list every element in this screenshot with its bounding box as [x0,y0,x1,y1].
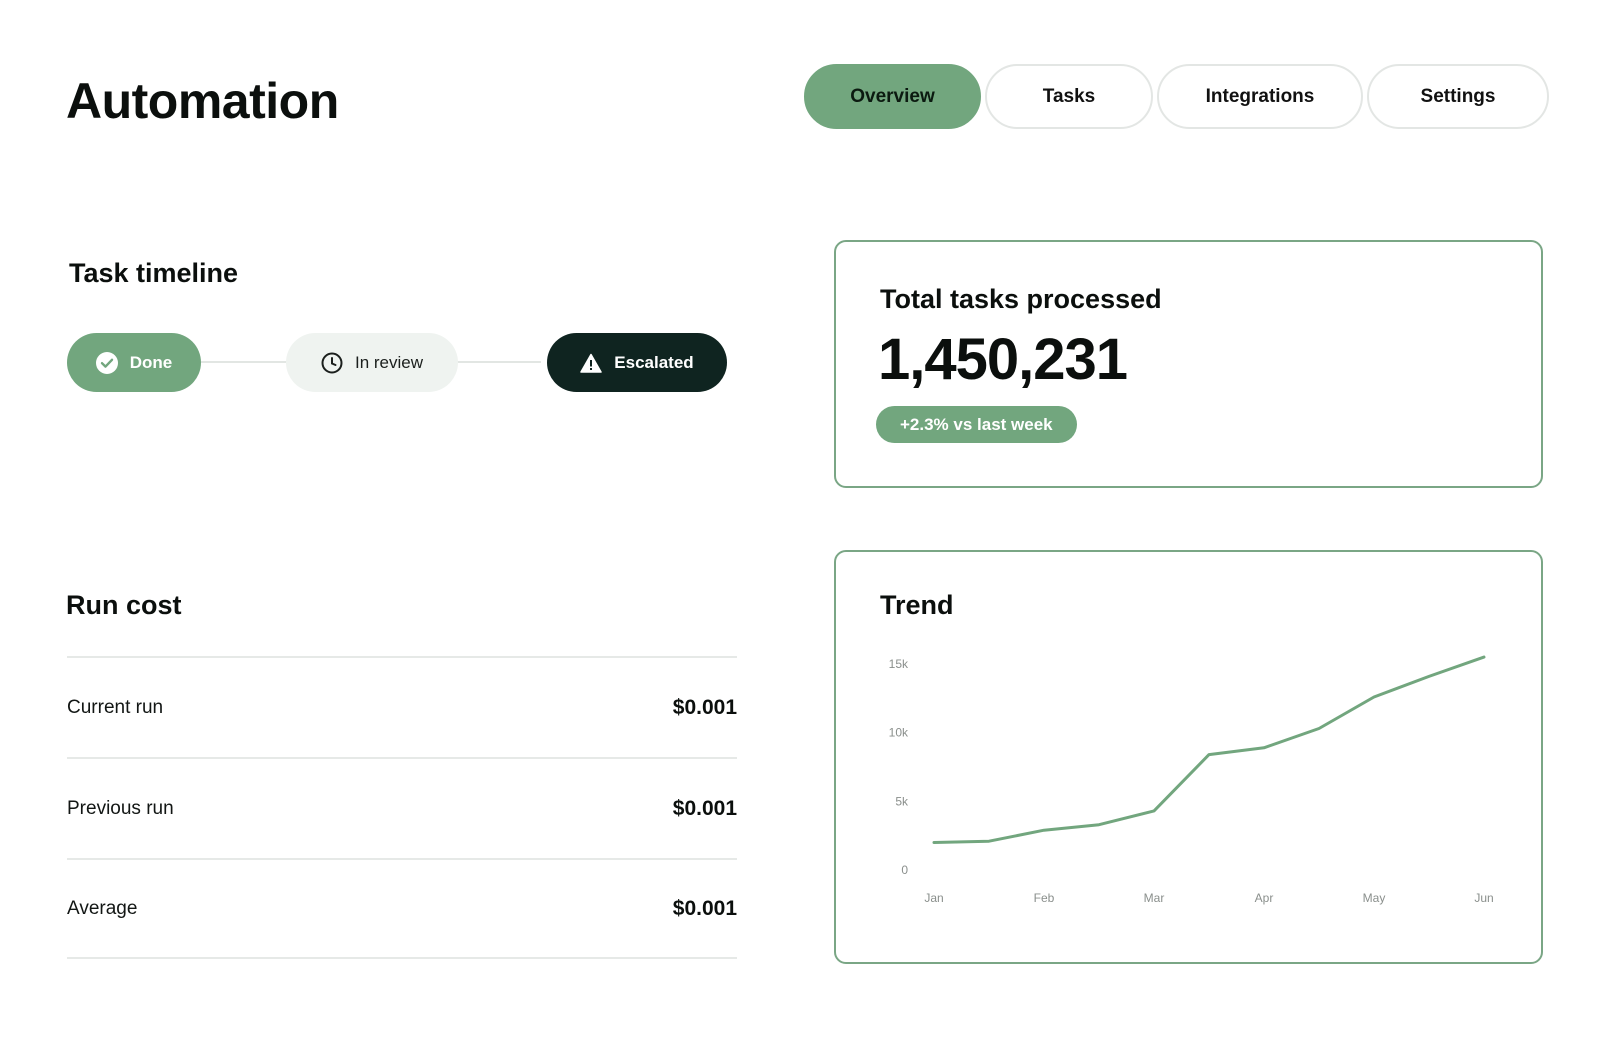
total-tasks-label: Total tasks processed [880,284,1162,314]
trend-series-line [932,655,1486,844]
clock-icon [321,352,343,374]
total-tasks-card: Total tasks processed 1,450,231 +2.3% vs… [834,240,1543,488]
run-cost-title: Run cost [66,590,182,620]
timeline-step-done[interactable]: Done [67,333,201,392]
y-tick-label: 5k [895,794,909,808]
timeline-step-escalated[interactable]: Escalated [547,333,727,392]
x-tick-label: Jun [1474,891,1493,905]
tab-integrations[interactable]: Integrations [1157,64,1363,129]
timeline-step-label: Escalated [614,352,694,372]
cost-row-current: Current run $0.001 [67,656,737,757]
y-tick-label: 15k [889,657,909,671]
timeline-step-label: In review [354,352,424,372]
x-tick-label: Apr [1255,891,1274,905]
warning-icon [580,353,603,373]
delta-badge: +2.3% vs last week [876,406,1077,443]
x-tick-label: May [1363,891,1386,905]
page-title: Automation [66,73,339,129]
timeline-step-label: Done [129,352,173,372]
trend-title: Trend [880,590,954,620]
trend-chart: 0 5k 10k 15k Jan Feb Mar Apr May Jun [889,655,1494,905]
cost-row-previous: Previous run $0.001 [67,757,737,858]
timeline-step-in-review[interactable]: In review [286,333,458,392]
cost-value: $0.001 [672,796,737,820]
y-tick-label: 0 [901,863,908,877]
x-tick-label: Mar [1144,891,1165,905]
tab-settings[interactable]: Settings [1367,64,1549,129]
x-tick-label: Jan [924,891,943,905]
x-tick-label: Feb [1034,891,1055,905]
cost-label: Previous run [67,797,174,819]
tab-tasks[interactable]: Tasks [985,64,1153,129]
cost-value: $0.001 [672,695,737,719]
trend-card: Trend 0 5k 10k 15k Jan Feb Mar Apr May Jun [834,550,1543,964]
check-circle-icon [95,351,118,374]
tab-overview[interactable]: Overview [804,64,981,129]
cost-label: Current run [67,696,164,718]
cost-value: $0.001 [672,896,737,920]
cost-label: Average [67,897,138,919]
run-cost-table: Current run $0.001 Previous run $0.001 A… [67,656,737,959]
y-tick-label: 10k [889,726,909,740]
total-tasks-value: 1,450,231 [878,327,1128,392]
timeline-title: Task timeline [69,258,239,288]
cost-row-average: Average $0.001 [67,858,737,959]
